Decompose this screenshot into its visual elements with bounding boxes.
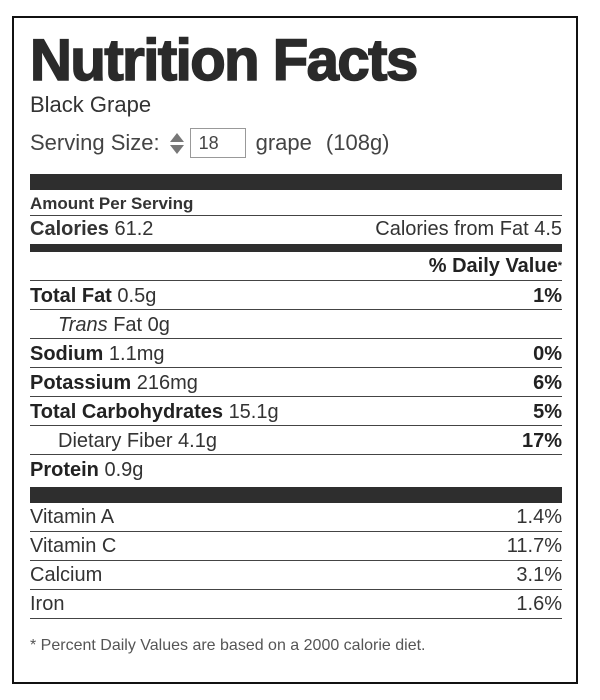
nutrient-name: Sodium [30, 343, 104, 365]
nutrient-amount: 15.1g [228, 401, 279, 423]
nutrient-row-protein: Protein 0.9g [30, 454, 562, 483]
nutrient-row-sodium: Sodium 1.1mg 0% [30, 338, 562, 367]
calories-value: 61.2 [114, 218, 154, 240]
serving-stepper-icon[interactable] [168, 128, 186, 158]
vitamin-row-iron: Iron 1.6% [30, 589, 562, 619]
vitamin-row-a: Vitamin A 1.4% [30, 503, 562, 531]
daily-value-mark: * [557, 260, 562, 272]
vitamin-pct: 3.1% [516, 564, 562, 586]
vitamin-name: Vitamin C [30, 535, 117, 557]
serving-size-label: Serving Size: [30, 130, 160, 155]
vitamin-row-calcium: Calcium 3.1% [30, 560, 562, 589]
vitamin-name: Vitamin A [30, 506, 115, 528]
nutrient-cell: Potassium 216mg [30, 370, 198, 396]
vitamin-name: Iron [30, 593, 65, 615]
nutrient-cell: Total Fat 0.5g [30, 283, 156, 309]
nutrient-row-total-fat: Total Fat 0.5g 1% [30, 280, 562, 309]
divider-thick [30, 174, 562, 190]
vitamin-row-c: Vitamin C 11.7% [30, 531, 562, 560]
vitamin-name: Calcium [30, 564, 103, 586]
nutrient-pct: 17% [521, 430, 562, 452]
nutrient-pct: 1% [533, 285, 562, 307]
amount-per-serving: Amount Per Serving [30, 194, 194, 213]
nutrient-amount: 1.1mg [108, 343, 165, 365]
serving-unit: grape [255, 130, 312, 155]
vitamin-pct: 11.7% [506, 535, 562, 557]
calories-from-fat: Calories from Fat 4.5 [375, 218, 562, 240]
nutrient-row-trans-fat: Trans Fat 0g [30, 309, 562, 338]
nutrient-name: Total Carbohydrates [30, 401, 223, 423]
nutrient-cell: Trans Fat 0g [30, 312, 170, 338]
nutrient-name: Protein [30, 459, 99, 481]
nutrient-cell: Sodium 1.1mg [30, 341, 165, 367]
calories-row: Calories 61.2 Calories from Fat 4.5 [30, 215, 562, 244]
divider-thick [30, 487, 562, 503]
nutrient-name: Total Fat [30, 285, 112, 307]
nutrition-label: Nutrition Facts Black Grape Serving Size… [12, 16, 578, 684]
nutrient-row-total-carbohydrates: Total Carbohydrates 15.1g 5% [30, 396, 562, 425]
nutrient-amount: 0.9g [104, 459, 144, 481]
nutrient-cell: Protein 0.9g [30, 457, 143, 483]
divider-medium [30, 244, 562, 252]
stepper-down-icon[interactable] [169, 144, 184, 154]
nutrient-name: Potassium [30, 372, 132, 394]
nutrient-row-dietary-fiber: Dietary Fiber 4.1g 17% [30, 425, 562, 454]
vitamins-list: Vitamin A 1.4% Vitamin C 11.7% Calcium 3… [30, 503, 562, 619]
footnote: * Percent Daily Values are based on a 20… [30, 637, 426, 654]
nutrient-amount: Fat 0g [113, 314, 170, 336]
nutrient-amount: 216mg [136, 372, 198, 394]
nutrient-cell: Total Carbohydrates 15.1g [30, 399, 279, 425]
nutrient-pct: 0% [533, 343, 562, 365]
stepper-up-icon[interactable] [169, 132, 184, 142]
daily-value-text: % Daily Value [428, 255, 558, 277]
nutrient-row-potassium: Potassium 216mg 6% [30, 367, 562, 396]
food-name: Black Grape [30, 92, 152, 117]
nutrient-name: Dietary Fiber 4.1g [58, 430, 217, 452]
nutrient-pct: 5% [533, 401, 562, 423]
nutrient-amount: 0.5g [117, 285, 157, 307]
serving-weight: (108g) [325, 130, 390, 155]
nutrient-pct: 6% [533, 372, 562, 394]
nutrient-name: Trans [58, 314, 108, 336]
label-title: Nutrition Facts [29, 28, 419, 93]
serving-size-row: Serving Size: grape (108g) [30, 126, 562, 160]
serving-quantity-input[interactable] [189, 128, 246, 158]
calories-label: Calories [30, 218, 109, 240]
nutrient-cell: Dietary Fiber 4.1g [30, 428, 217, 454]
calories-cell: Calories 61.2 [30, 216, 153, 244]
vitamin-pct: 1.4% [516, 506, 562, 528]
daily-value-header: % Daily Value * [30, 252, 562, 280]
vitamin-pct: 1.6% [516, 593, 562, 615]
